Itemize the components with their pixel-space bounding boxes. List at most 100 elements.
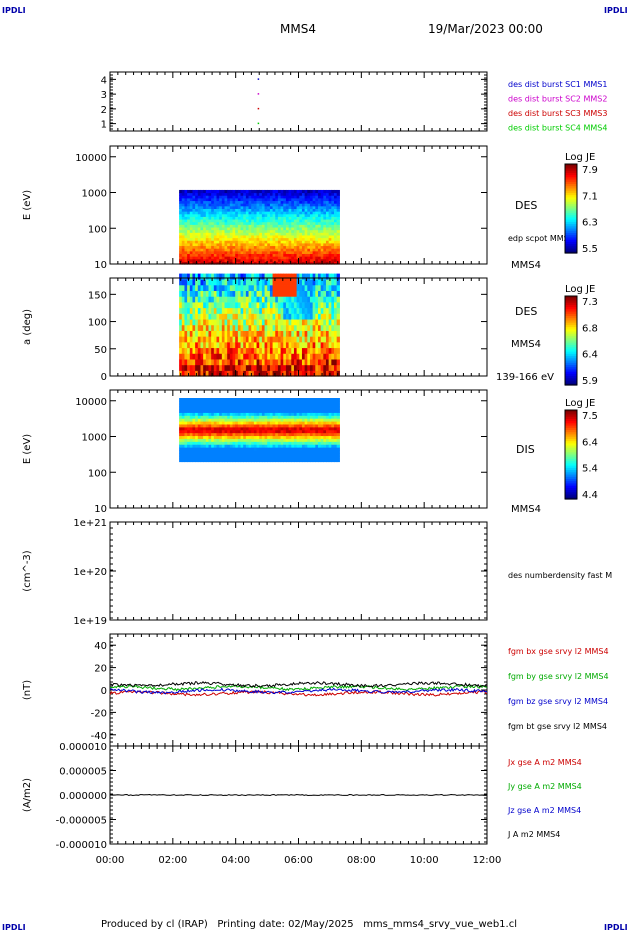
des-energy-cell <box>200 261 204 265</box>
dis-energy-cell <box>205 403 210 408</box>
des-energy-cell <box>232 197 236 202</box>
dis-energy-cell <box>243 435 247 439</box>
des-energy-cell <box>227 189 231 194</box>
dis-energy-cell <box>323 418 327 422</box>
dis-energy-cell <box>267 429 271 434</box>
des-energy-cell <box>203 192 207 196</box>
des-energy-cell <box>219 211 223 215</box>
des-pitch-cell <box>334 364 338 371</box>
des-energy-cell <box>309 195 314 199</box>
dis-energy-cell <box>312 409 316 413</box>
des-pitch-cell <box>251 313 255 320</box>
des-energy-cell <box>256 250 260 255</box>
dis-energy-cell <box>235 406 239 411</box>
dis-energy-cell <box>285 438 290 442</box>
des-energy-cell <box>301 219 306 223</box>
des-energy-cell <box>197 200 202 204</box>
des-pitch-cell <box>309 290 314 297</box>
des-energy-cell <box>200 192 204 196</box>
dis-energy-cell <box>243 409 247 413</box>
des-pitch-cell <box>301 347 306 354</box>
des-energy-cell <box>277 242 282 247</box>
des-energy-cell <box>232 219 236 223</box>
des-energy-colorbar-cell <box>565 166 577 170</box>
des-pitch-cell <box>336 302 340 309</box>
des-pitch-cell <box>213 296 218 303</box>
des-energy-cell <box>269 211 274 215</box>
des-energy-cell <box>267 208 271 212</box>
des-pitch-cell <box>291 285 295 292</box>
des-pitch-cell <box>213 364 218 371</box>
des-energy-cell <box>211 200 215 204</box>
dis-energy-cell <box>245 432 250 437</box>
dis-energy-cell <box>269 452 274 457</box>
des-pitch-cell <box>296 313 300 320</box>
des-energy-cell <box>221 211 226 215</box>
des-energy-cell <box>197 221 202 225</box>
des-energy-cell <box>195 245 199 249</box>
des-pitch-cell <box>299 353 303 360</box>
dis-energy-colorbar-cell <box>565 458 577 462</box>
des-energy-cell <box>197 203 202 207</box>
dis-energy-cell <box>181 455 186 460</box>
des-energy-cell <box>283 240 287 244</box>
des-pitch-cell <box>256 370 260 377</box>
des-energy-cell <box>323 224 327 228</box>
des-energy-cell <box>224 258 228 262</box>
dis-energy-cell <box>253 398 258 402</box>
des-pitch-cell <box>280 336 284 343</box>
des-pitch-cell <box>221 296 226 303</box>
des-pitch-cell <box>232 313 236 320</box>
dis-energy-cell <box>240 458 244 463</box>
dis-energy-cell <box>221 400 226 405</box>
des-pitch-cell <box>317 279 322 286</box>
dis-energy-cell <box>301 444 306 448</box>
des-pitch-cell <box>296 353 300 360</box>
des-pitch-cell <box>227 370 231 377</box>
des-pitch-cell <box>200 336 204 343</box>
dis-energy-cell <box>307 452 311 457</box>
des-energy-cell <box>307 216 311 220</box>
des-pitch-cell <box>328 313 332 320</box>
des-energy-cell <box>187 203 191 207</box>
des-pitch-cell <box>229 313 234 320</box>
des-energy-cell <box>301 203 306 207</box>
des-pitch-cell <box>219 290 223 297</box>
des-pitch-cell <box>232 364 236 371</box>
dis-energy-cell <box>325 421 330 425</box>
des-energy-cell <box>328 205 332 209</box>
des-pitch-cell <box>189 296 194 303</box>
dis-energy-cell <box>267 398 271 402</box>
des-energy-cell <box>291 189 295 194</box>
dis-energy-cell <box>275 450 279 454</box>
des-energy-cell <box>203 229 207 233</box>
des-energy-cell <box>203 253 207 257</box>
des-energy-cell <box>200 221 204 225</box>
des-energy-cell <box>267 213 271 217</box>
des-energy-cell <box>285 224 290 228</box>
des-energy-cell <box>179 203 183 207</box>
dis-energy-cell <box>309 455 314 460</box>
des-pitch-cell <box>229 307 234 314</box>
des-pitch-cell <box>264 290 268 297</box>
dis-energy-cell <box>211 447 215 451</box>
des-energy-cell <box>200 195 204 199</box>
des-energy-cell <box>229 205 234 209</box>
des-energy-cell <box>216 200 220 204</box>
des-pitch-cell <box>232 370 236 377</box>
des-energy-cell <box>224 245 228 249</box>
dis-energy-cell <box>275 424 279 428</box>
dis-energy-cell <box>235 421 239 425</box>
dis-energy-cell <box>216 426 220 431</box>
dis-energy-cell <box>259 435 263 439</box>
des-pitch-cell <box>272 313 276 320</box>
des-pitch-cell <box>285 330 290 337</box>
dis-energy-cell <box>216 432 220 437</box>
des-energy-cell <box>240 192 244 196</box>
des-energy-cell <box>288 211 292 215</box>
des-energy-cell <box>216 219 220 223</box>
des-energy-cell <box>232 258 236 262</box>
des-energy-cell <box>317 205 322 209</box>
des-energy-cell <box>232 256 236 260</box>
des-pitch-cell <box>299 285 303 292</box>
